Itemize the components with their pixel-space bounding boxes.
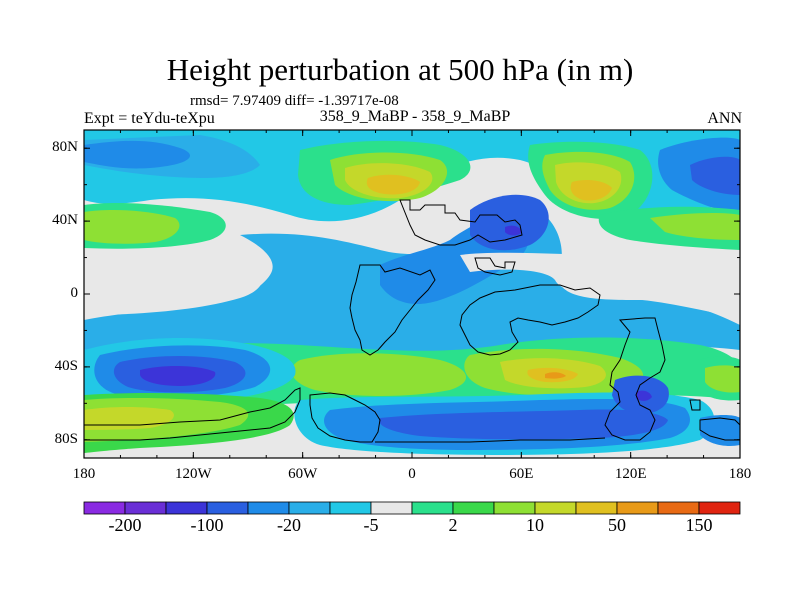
coastline-north-america — [399, 199, 523, 246]
contour-tropics-neutral-west — [84, 250, 263, 315]
colorbar-swatch — [83, 501, 126, 515]
x-tick-label: 120E — [614, 466, 647, 482]
stats-text: rmsd= 7.97409 diff= -1.39717e-08 — [190, 93, 399, 109]
contour-north-atlantic-core — [366, 174, 420, 195]
experiment-label: Expt = teYdu-teXpu — [84, 110, 215, 127]
x-tick-label: 60E — [509, 466, 534, 482]
case-label: 358_9_MaBP - 358_9_MaBP — [319, 108, 511, 125]
colorbar — [83, 501, 741, 515]
colorbar-swatch — [165, 501, 208, 515]
contour-field — [84, 130, 740, 455]
chart-title: Height perturbation at 500 hPa (in m) — [166, 52, 634, 87]
colorbar-label: 10 — [526, 515, 544, 535]
contour-north-america-low — [470, 194, 549, 251]
x-tick-label: 180 — [728, 466, 752, 482]
colorbar-swatch — [493, 501, 536, 515]
coastline-eurasia — [604, 317, 666, 441]
coastline-greenland — [689, 399, 701, 411]
coastline-east-edge — [699, 417, 740, 441]
colorbar-label: -200 — [108, 515, 142, 535]
contour-40n-west-yellow — [84, 210, 180, 244]
x-tick-label: 120W — [174, 466, 212, 482]
colorbar-swatch — [657, 501, 700, 515]
y-tick-label: 0 — [70, 285, 79, 301]
colorbar-label: 50 — [608, 515, 626, 535]
colorbar-swatch — [288, 501, 331, 515]
contour-south-pacific-core — [140, 366, 216, 386]
y-tick-label: 80N — [52, 139, 78, 156]
x-tick-label: 180 — [72, 466, 96, 482]
contour-arctic-east-deep — [690, 156, 740, 195]
coastline-antarctica-east — [375, 437, 606, 443]
y-tick-label: 40S — [54, 357, 78, 374]
y-tick-label: 40N — [52, 212, 78, 229]
coastlines — [84, 199, 740, 443]
contour-south-indian-orange — [545, 372, 566, 379]
colorbar-swatch — [329, 501, 372, 515]
colorbar-swatch — [411, 501, 454, 515]
contour-40n-east-yellow — [650, 213, 740, 240]
coastline-central-america — [474, 257, 516, 276]
coastline-africa — [459, 284, 601, 356]
colorbar-swatch — [698, 501, 741, 515]
colorbar-swatch — [370, 501, 413, 515]
contour-south-far-east-yellow — [705, 365, 740, 393]
contour-north-america-core — [505, 225, 522, 236]
colorbar-swatch — [452, 501, 495, 515]
coastline-antarctica — [84, 387, 301, 441]
y-tick-label: 80S — [54, 430, 78, 447]
y-axis-ticks — [84, 147, 740, 441]
colorbar-label: 2 — [448, 515, 458, 535]
contour-north-pacific-core — [570, 180, 612, 201]
colorbar-swatch — [206, 501, 249, 515]
colorbar-label: -5 — [363, 515, 379, 535]
colorbar-label: -100 — [190, 515, 224, 535]
colorbar-swatch — [247, 501, 290, 515]
coastline-antarctica-peninsula — [309, 392, 381, 443]
season-label: ANN — [707, 110, 742, 127]
contour-south-atlantic-yellow — [291, 353, 467, 396]
x-tick-label: 60W — [288, 466, 318, 482]
colorbar-swatch — [616, 501, 659, 515]
contour-southern-ocean-deep — [379, 409, 668, 440]
x-axis-ticks — [83, 130, 741, 458]
coastline-south-america — [349, 264, 436, 356]
x-tick-label: 0 — [408, 466, 416, 482]
colorbar-swatch — [534, 501, 577, 515]
colorbar-swatch — [575, 501, 618, 515]
contour-south-far-east-blue — [700, 415, 740, 446]
contour-south-east-core — [636, 390, 652, 401]
contour-tropics-neutral-east — [460, 252, 740, 318]
colorbar-swatch — [124, 501, 167, 515]
colorbar-label: -20 — [277, 515, 301, 535]
colorbar-label: 150 — [685, 515, 713, 535]
contour-arctic-west — [84, 140, 190, 169]
